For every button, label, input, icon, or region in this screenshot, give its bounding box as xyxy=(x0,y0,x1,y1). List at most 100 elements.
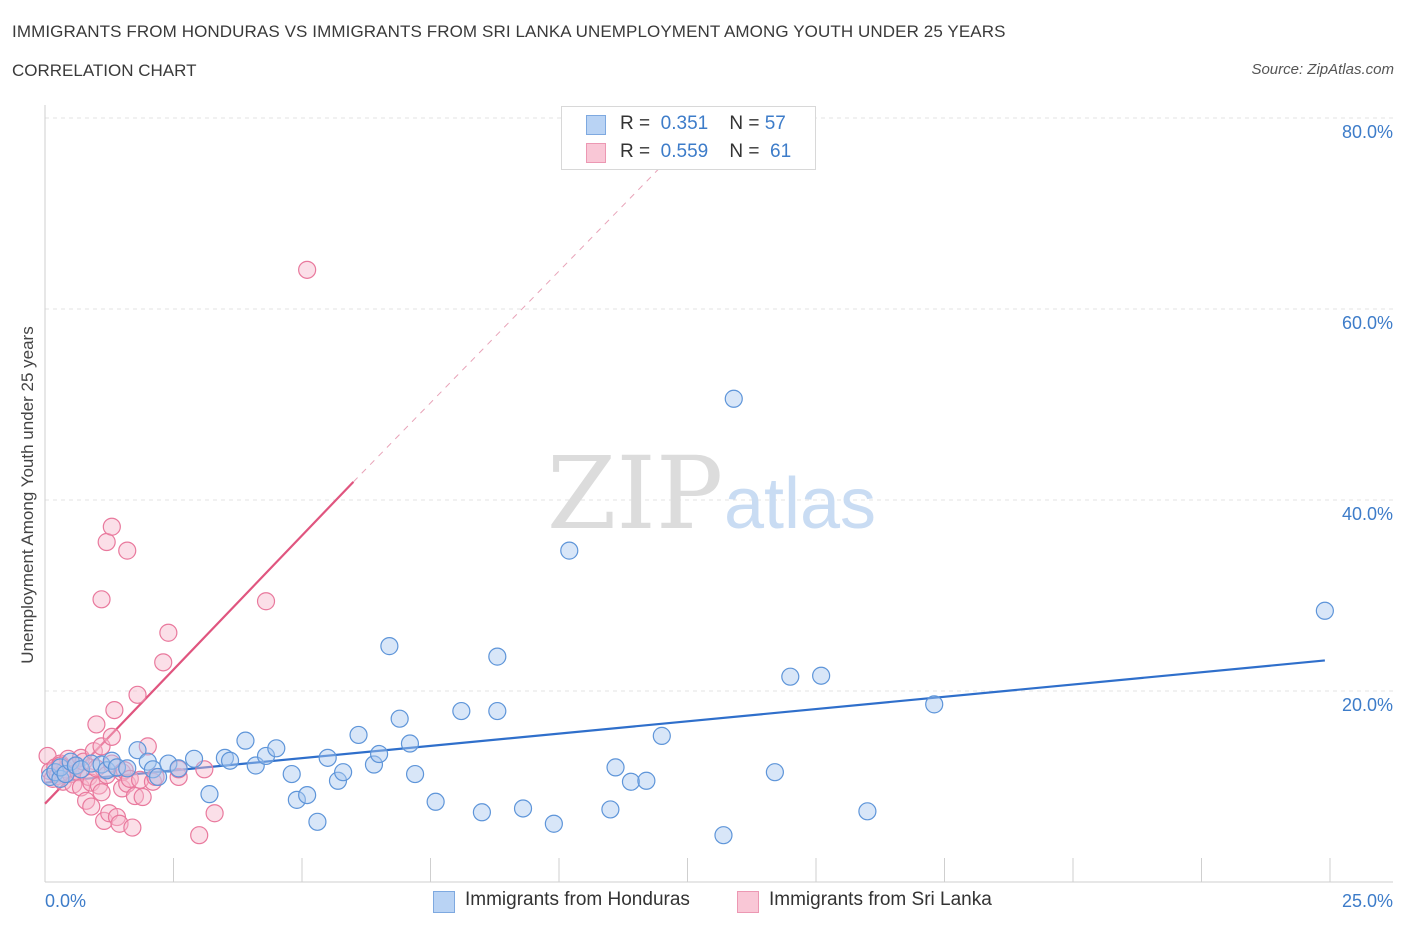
srilanka-point xyxy=(102,517,121,536)
r-label: R = xyxy=(620,113,651,134)
honduras-point xyxy=(925,695,944,714)
honduras-point xyxy=(92,755,111,774)
y-tick-label: 40.0% xyxy=(1341,504,1393,524)
honduras-point xyxy=(71,760,91,779)
legend-srilanka-text: R = 0.559 N = 61 xyxy=(620,141,791,163)
srilanka-point xyxy=(125,786,145,806)
trend-line-srilanka xyxy=(44,481,355,805)
chart-subtitle: CORRELATION CHART xyxy=(12,61,197,80)
honduras-point xyxy=(118,759,137,778)
honduras-point xyxy=(513,799,533,818)
srilanka-point xyxy=(77,791,96,810)
honduras-point xyxy=(169,759,188,778)
x-tick-label-min: 0.0% xyxy=(45,891,87,911)
honduras-point xyxy=(606,758,625,777)
source-label: Source: ZipAtlas.com xyxy=(1251,61,1394,78)
watermark: ZIP atlas xyxy=(547,435,876,552)
srilanka-point xyxy=(128,685,147,704)
srilanka-swatch xyxy=(586,143,606,163)
honduras-point xyxy=(236,731,255,750)
honduras-point xyxy=(159,754,178,773)
y-tick-label: 60.0% xyxy=(1341,313,1393,333)
n-label: N = xyxy=(729,141,760,162)
honduras-point xyxy=(858,802,877,821)
honduras-point xyxy=(97,761,116,780)
honduras-point xyxy=(380,637,399,656)
gridlines xyxy=(45,117,1393,692)
watermark-zip: ZIP xyxy=(547,435,723,552)
legend-srilanka-label: Immigrants from Sri Lanka xyxy=(769,889,992,910)
srilanka-point xyxy=(97,765,116,785)
srilanka-point xyxy=(105,700,124,720)
honduras-point xyxy=(452,701,471,721)
srilanka-point xyxy=(82,797,101,816)
honduras-point xyxy=(215,748,234,767)
watermark-atlas: atlas xyxy=(724,464,876,544)
honduras-point xyxy=(200,785,219,804)
r-label: R = xyxy=(620,141,651,162)
srilanka-point xyxy=(154,653,173,672)
honduras-point xyxy=(334,763,353,782)
srilanka-point xyxy=(159,623,178,642)
chart-title: IMMIGRANTS FROM HONDURAS VS IMMIGRANTS F… xyxy=(12,22,1006,41)
honduras-point xyxy=(405,764,425,784)
honduras-point xyxy=(781,667,800,686)
honduras-point xyxy=(308,812,327,831)
r-value: 0.351 xyxy=(660,113,709,134)
trend-line-honduras xyxy=(44,659,1325,784)
honduras-point xyxy=(128,741,147,760)
srilanka-point xyxy=(92,590,111,609)
honduras-point xyxy=(298,785,317,805)
trend-lines xyxy=(44,165,1325,805)
honduras-legend-swatch xyxy=(433,891,455,913)
honduras-point xyxy=(267,739,286,758)
trend-line-srilanka-extension xyxy=(353,165,663,483)
honduras-point xyxy=(1315,601,1334,620)
honduras-point xyxy=(560,541,579,560)
srilanka-point xyxy=(138,737,157,756)
honduras-point xyxy=(220,751,240,770)
honduras-swatch xyxy=(586,115,606,135)
honduras-point xyxy=(390,709,409,728)
honduras-point xyxy=(364,755,384,774)
honduras-point xyxy=(400,734,420,753)
honduras-point xyxy=(184,749,204,768)
srilanka-point xyxy=(97,532,116,552)
srilanka-point xyxy=(205,804,224,823)
honduras-point xyxy=(601,800,620,819)
honduras-point xyxy=(328,771,348,790)
series-honduras-points xyxy=(41,389,1334,845)
honduras-point xyxy=(765,763,784,782)
honduras-point xyxy=(256,746,276,766)
honduras-point xyxy=(426,792,445,811)
honduras-point xyxy=(621,772,641,791)
legend-honduras-label: Immigrants from Honduras xyxy=(465,889,690,910)
honduras-point xyxy=(287,790,306,809)
honduras-point xyxy=(148,767,168,787)
srilanka-point xyxy=(133,787,152,807)
n-label: N = xyxy=(729,113,760,134)
srilanka-point xyxy=(118,541,137,560)
srilanka-point xyxy=(123,818,142,837)
honduras-point xyxy=(637,771,656,790)
x-tick-label-max: 25.0% xyxy=(1341,891,1393,911)
srilanka-point xyxy=(102,727,121,746)
srilanka-point xyxy=(190,826,209,845)
srilanka-point xyxy=(256,592,276,611)
honduras-point xyxy=(318,748,337,767)
honduras-point xyxy=(714,826,733,845)
honduras-point xyxy=(349,725,368,745)
y-tick-label: 20.0% xyxy=(1341,695,1393,715)
honduras-point xyxy=(544,814,563,833)
srilanka-point xyxy=(298,260,317,279)
honduras-point xyxy=(652,726,671,745)
honduras-point xyxy=(488,647,507,666)
honduras-point xyxy=(488,701,507,721)
srilanka-point xyxy=(87,715,106,734)
srilanka-legend-swatch xyxy=(737,891,759,913)
honduras-point xyxy=(282,764,301,784)
srilanka-point xyxy=(92,783,111,802)
legend-honduras-text: R = 0.351 N = 57 xyxy=(620,113,786,135)
correlation-legend: R = 0.351 N = 57 R = 0.559 N = 61 xyxy=(561,106,816,170)
